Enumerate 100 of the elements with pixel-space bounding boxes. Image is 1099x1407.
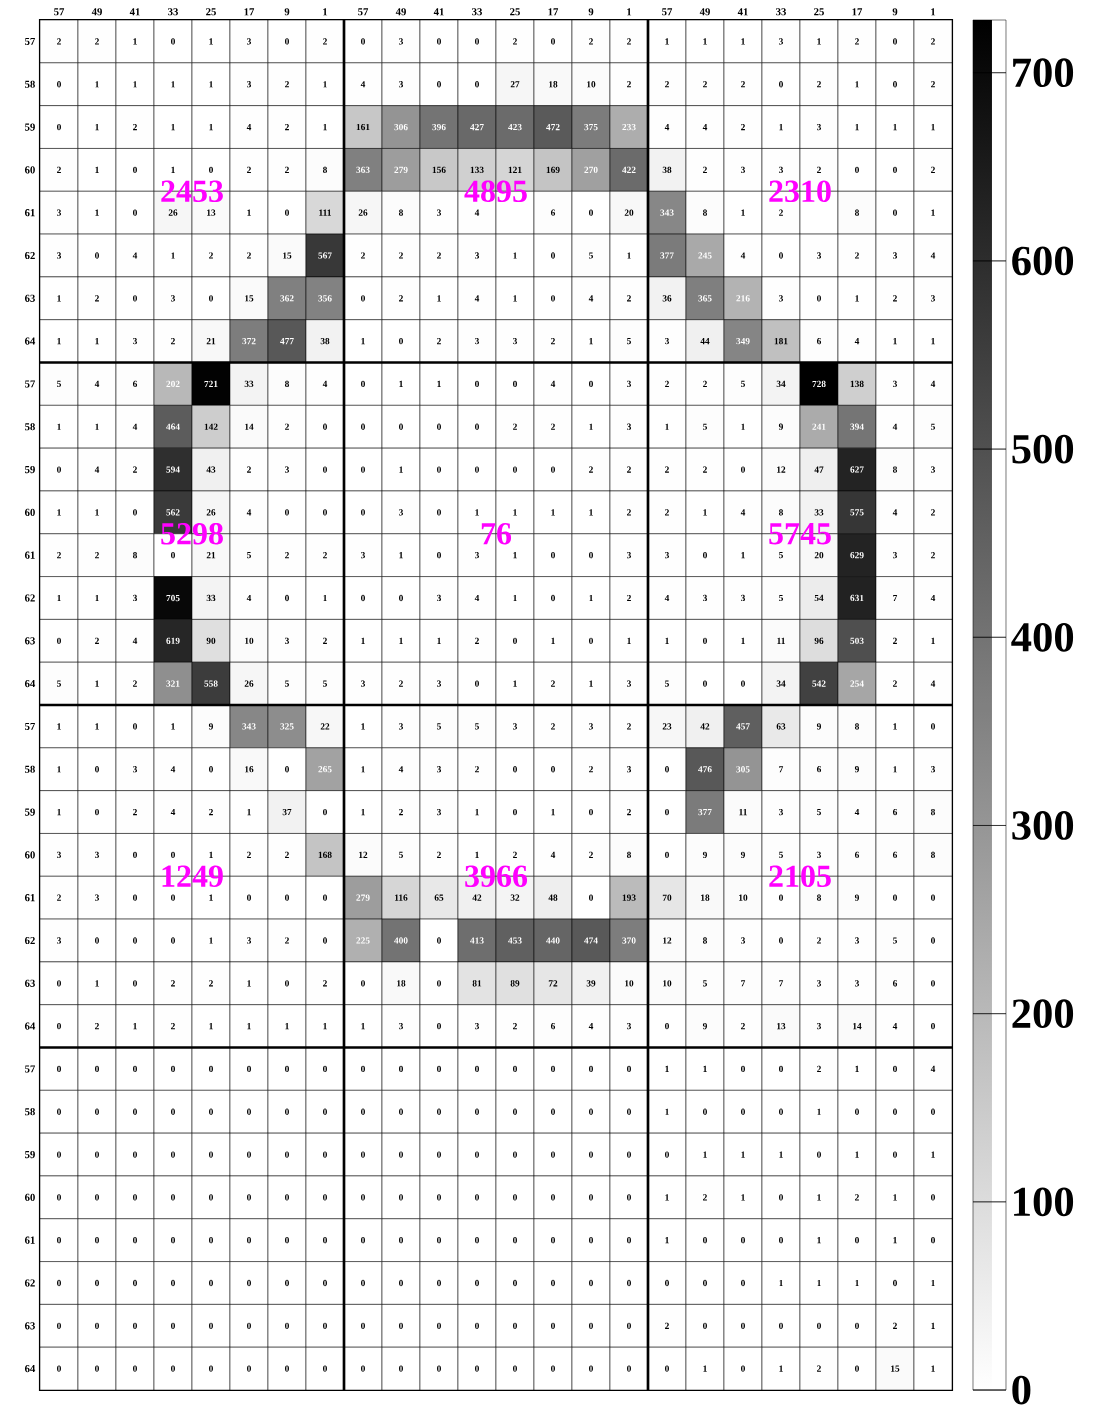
data-label: 18 — [549, 81, 558, 88]
data-label: 0 — [513, 808, 517, 816]
annotation: 2105 — [769, 865, 831, 888]
data-label: 0 — [475, 81, 479, 88]
data-label: 0 — [57, 123, 61, 131]
data-label: 1 — [513, 509, 517, 516]
data-label: 2 — [741, 1023, 745, 1030]
data-label: 13 — [777, 1022, 786, 1030]
y-tick-label: 61 — [24, 1236, 35, 1244]
data-label: 11 — [777, 637, 785, 644]
data-label: 2 — [855, 38, 859, 45]
data-label: 9 — [702, 1022, 707, 1030]
data-label: 8 — [322, 166, 328, 174]
data-label: 48 — [548, 894, 558, 901]
data-label: 142 — [204, 423, 218, 430]
data-label: 12 — [359, 851, 368, 858]
data-label: 5 — [779, 552, 783, 559]
data-label: 65 — [434, 894, 444, 901]
data-label: 0 — [665, 1365, 669, 1372]
data-label: 1 — [437, 637, 441, 644]
data-label: 0 — [209, 1365, 213, 1372]
data-label: 96 — [814, 637, 824, 644]
data-label: 0 — [855, 1237, 859, 1244]
data-label: 1 — [95, 166, 99, 173]
data-label: 241 — [812, 423, 826, 430]
y-tick-label: 61 — [24, 894, 35, 902]
data-label: 1 — [703, 1065, 707, 1072]
data-label: 15 — [283, 252, 292, 259]
data-label: 4 — [246, 123, 252, 131]
data-label: 2 — [627, 38, 631, 45]
data-label: 4 — [170, 766, 176, 773]
data-label: 1 — [931, 209, 935, 216]
data-label: 0 — [779, 1194, 783, 1201]
data-label: 2 — [627, 808, 631, 816]
data-label: 631 — [850, 594, 864, 602]
data-label: 0 — [285, 1065, 289, 1073]
data-label: 1 — [779, 1151, 783, 1158]
y-tick-label: 63 — [24, 1322, 35, 1330]
data-label: 1 — [665, 423, 669, 430]
data-label: 1 — [855, 295, 859, 302]
data-label: 3 — [285, 466, 290, 473]
y-tick-label: 63 — [24, 637, 35, 645]
data-label: 0 — [741, 1279, 745, 1287]
data-label: 4 — [550, 851, 556, 858]
data-label: 4 — [550, 380, 556, 387]
data-label: 343 — [660, 209, 674, 216]
data-label: 1 — [703, 38, 707, 45]
data-label: 3 — [893, 252, 898, 259]
data-label: 6 — [132, 380, 138, 388]
data-label: 0 — [551, 1237, 555, 1244]
data-label: 0 — [399, 337, 403, 345]
data-label: 1 — [551, 637, 555, 644]
data-label: 1 — [741, 637, 745, 644]
data-label: 0 — [323, 1279, 327, 1287]
data-label: 0 — [779, 1065, 783, 1073]
data-label: 0 — [209, 166, 213, 174]
data-label: 3 — [437, 594, 442, 602]
data-label: 0 — [95, 1237, 99, 1244]
data-label: 22 — [320, 723, 330, 730]
data-label: 279 — [356, 894, 370, 901]
data-label: 0 — [893, 1065, 897, 1073]
data-label: 3 — [627, 680, 632, 687]
data-label: 1 — [57, 808, 61, 816]
data-label: 1 — [513, 252, 517, 259]
data-label: 1 — [931, 1279, 935, 1287]
data-label: 2 — [57, 894, 61, 901]
data-label: 2 — [931, 166, 935, 173]
data-label: 1 — [57, 338, 61, 345]
data-label: 0 — [209, 766, 213, 773]
data-label: 0 — [513, 1065, 517, 1073]
data-label: 33 — [244, 380, 254, 388]
data-label: 5 — [931, 423, 935, 430]
data-label: 4 — [132, 637, 138, 644]
data-label: 0 — [95, 766, 99, 773]
data-label: 356 — [318, 295, 332, 302]
data-label: 396 — [432, 123, 446, 131]
data-label: 0 — [665, 1279, 669, 1287]
x-tick-label: 41 — [737, 8, 748, 16]
data-label: 26 — [206, 509, 216, 516]
color-bar-label: 500 — [1012, 434, 1074, 464]
data-label: 0 — [285, 38, 289, 45]
data-label: 0 — [551, 38, 555, 45]
data-label: 216 — [736, 295, 750, 302]
data-label: 0 — [475, 1322, 479, 1329]
data-label: 23 — [662, 723, 672, 730]
data-label: 4 — [94, 466, 100, 473]
data-label: 0 — [133, 851, 137, 859]
data-label: 1 — [475, 851, 479, 858]
data-label: 0 — [513, 1365, 517, 1372]
data-label: 1 — [665, 1194, 669, 1201]
data-label: 477 — [280, 338, 294, 345]
data-label: 2 — [893, 295, 897, 302]
data-label: 0 — [893, 1279, 897, 1287]
data-label: 2 — [399, 295, 403, 302]
data-label: 33 — [814, 509, 824, 516]
data-label: 1 — [57, 423, 61, 430]
data-label: 1 — [437, 295, 441, 302]
data-label: 3 — [437, 766, 442, 773]
data-label: 0 — [437, 1065, 441, 1073]
data-label: 0 — [247, 894, 251, 901]
